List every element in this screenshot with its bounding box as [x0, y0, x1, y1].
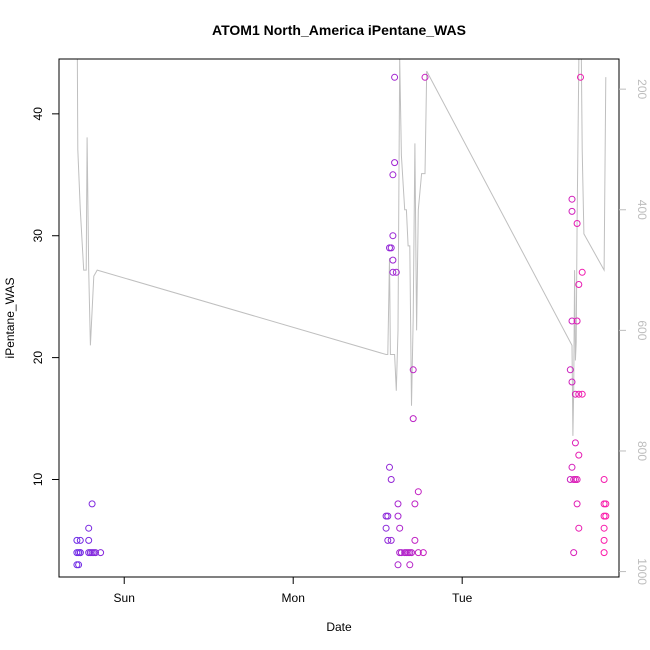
data-point: [389, 171, 397, 179]
data-point: [389, 268, 397, 276]
data-point: [389, 232, 397, 240]
data-point: [568, 195, 576, 203]
data-point: [88, 500, 96, 508]
data-point: [566, 366, 574, 374]
data-point: [600, 524, 608, 532]
plot-frame: [58, 58, 620, 578]
data-point: [409, 415, 417, 423]
data-point: [573, 476, 581, 483]
data-point: [386, 463, 393, 471]
data-point: [571, 439, 579, 447]
y-tick-label: 20: [31, 351, 45, 365]
data-point: [406, 561, 414, 569]
data-point: [573, 500, 581, 508]
data-point: [568, 207, 576, 215]
data-point: [391, 159, 399, 167]
data-point: [396, 524, 404, 532]
data-point: [578, 268, 586, 276]
series-line: [76, 59, 607, 436]
data-point: [575, 524, 583, 532]
x-axis: Sun Mon Tue: [114, 577, 473, 605]
data-point: [600, 476, 608, 483]
data-point: [577, 73, 584, 81]
x-tick-label: Sun: [114, 591, 135, 605]
data-point: [600, 549, 608, 557]
data-point: [568, 317, 576, 325]
right-tick-label: 800: [635, 441, 649, 461]
data-point: [392, 268, 400, 276]
y-tick-label: 10: [31, 473, 45, 487]
data-point: [573, 220, 581, 227]
data-point: [389, 256, 397, 264]
right-axis: 200 400 600 800 1000: [619, 79, 649, 585]
data-point: [382, 524, 390, 532]
data-point: [414, 488, 422, 496]
data-point: [394, 500, 402, 508]
data-point: [568, 463, 576, 471]
data-point: [387, 244, 395, 252]
data-point: [394, 512, 402, 520]
data-point: [411, 500, 419, 508]
data-point: [575, 281, 583, 288]
chart-title: ATOM1 North_America iPentane_WAS: [212, 22, 466, 38]
data-point: [602, 500, 610, 508]
data-point: [602, 512, 610, 520]
y-tick-label: 30: [31, 229, 45, 243]
y-axis: 10 20 30 40: [31, 107, 59, 486]
data-point: [384, 536, 392, 544]
data-point: [387, 476, 395, 483]
data-point: [85, 524, 93, 532]
right-tick-label: 1000: [635, 558, 649, 585]
data-point: [409, 366, 417, 374]
right-tick-label: 200: [635, 79, 649, 99]
data-point: [419, 549, 427, 557]
data-point: [408, 549, 415, 557]
right-tick-label: 400: [635, 200, 649, 220]
data-point: [570, 549, 578, 557]
points-layer: [73, 73, 610, 569]
data-point: [92, 549, 99, 557]
data-point: [414, 549, 422, 557]
data-point: [387, 536, 395, 544]
data-point: [76, 549, 84, 557]
y-tick-label: 40: [31, 107, 45, 121]
data-point: [578, 390, 586, 398]
data-point: [600, 536, 608, 544]
data-point: [571, 390, 579, 398]
data-point: [97, 549, 105, 557]
data-point: [76, 536, 84, 544]
data-point: [397, 549, 405, 557]
data-point: [75, 561, 83, 569]
data-point: [394, 561, 402, 569]
data-point: [566, 476, 574, 483]
data-point: [411, 536, 419, 544]
data-point: [73, 536, 81, 544]
data-point: [421, 73, 429, 81]
data-point: [391, 73, 399, 81]
line-layer: [76, 59, 607, 436]
x-tick-label: Mon: [282, 591, 305, 605]
data-point: [568, 378, 576, 386]
data-point: [384, 512, 392, 520]
data-point: [575, 451, 583, 459]
y-axis-label: iPentane_WAS: [3, 278, 17, 359]
data-point: [575, 390, 583, 398]
x-axis-label: Date: [326, 620, 352, 634]
data-point: [573, 317, 581, 325]
x-tick-label: Tue: [452, 591, 473, 605]
right-tick-label: 600: [635, 320, 649, 340]
data-point: [85, 536, 93, 544]
